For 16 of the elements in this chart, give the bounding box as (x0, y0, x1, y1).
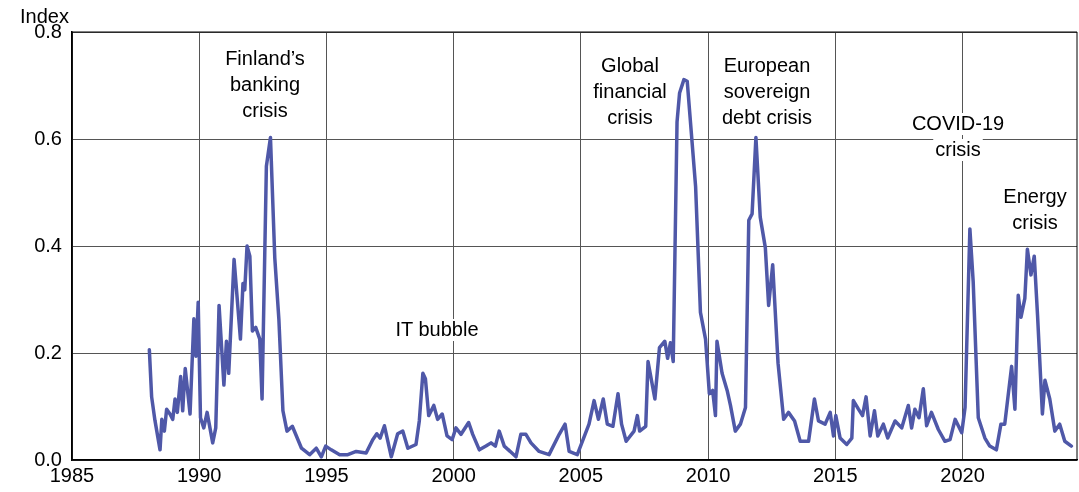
x-tick-label: 1990 (176, 463, 222, 486)
y-tick-label: 0.4 (34, 233, 62, 256)
annotation: Finland’s banking crisis (225, 46, 305, 121)
x-tick-label: 2000 (431, 463, 476, 486)
annotation: COVID-19 crisis (911, 111, 1005, 160)
y-tick-label: 0.2 (34, 340, 62, 363)
annotation: Energy crisis (1003, 184, 1067, 233)
annotation: IT bubble (395, 317, 479, 340)
y-tick-label: 0.6 (34, 126, 62, 149)
x-tick-label: 2020 (940, 463, 985, 486)
x-tick-label: 2005 (558, 463, 604, 486)
x-tick-label: 2015 (813, 463, 858, 486)
annotation: Global financial crisis (593, 53, 667, 128)
annotation: European sovereign debt crisis (721, 53, 813, 128)
x-tick-label: 2010 (685, 463, 731, 486)
x-tick-label: 1995 (304, 463, 349, 486)
